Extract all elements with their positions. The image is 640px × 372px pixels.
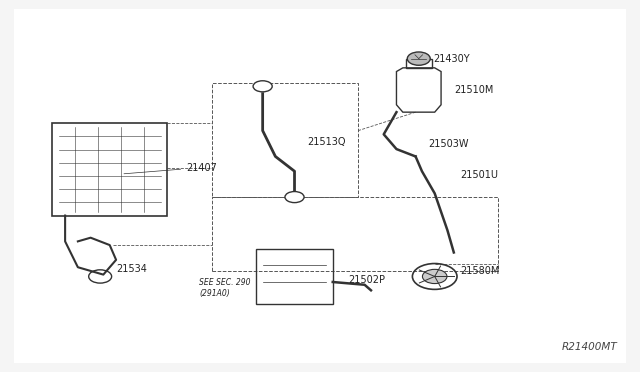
Text: 21510M: 21510M bbox=[454, 85, 493, 95]
Bar bbox=[406, 59, 431, 68]
Text: R21400MT: R21400MT bbox=[562, 342, 618, 352]
Text: 21503W: 21503W bbox=[428, 138, 469, 148]
Text: SEE SEC. 290
(291A0): SEE SEC. 290 (291A0) bbox=[199, 278, 250, 298]
Circle shape bbox=[422, 269, 447, 283]
Text: 21502P: 21502P bbox=[349, 275, 386, 285]
Text: 21501U: 21501U bbox=[460, 170, 498, 180]
Text: 21513Q: 21513Q bbox=[307, 137, 346, 147]
Text: 21580M: 21580M bbox=[460, 266, 500, 276]
Text: 21534: 21534 bbox=[116, 264, 147, 274]
Circle shape bbox=[285, 192, 304, 203]
Bar bbox=[256, 249, 333, 304]
Bar bbox=[52, 123, 167, 215]
Circle shape bbox=[407, 52, 430, 65]
Text: 21407: 21407 bbox=[124, 163, 217, 174]
Circle shape bbox=[253, 81, 272, 92]
Text: 21430Y: 21430Y bbox=[433, 54, 469, 64]
